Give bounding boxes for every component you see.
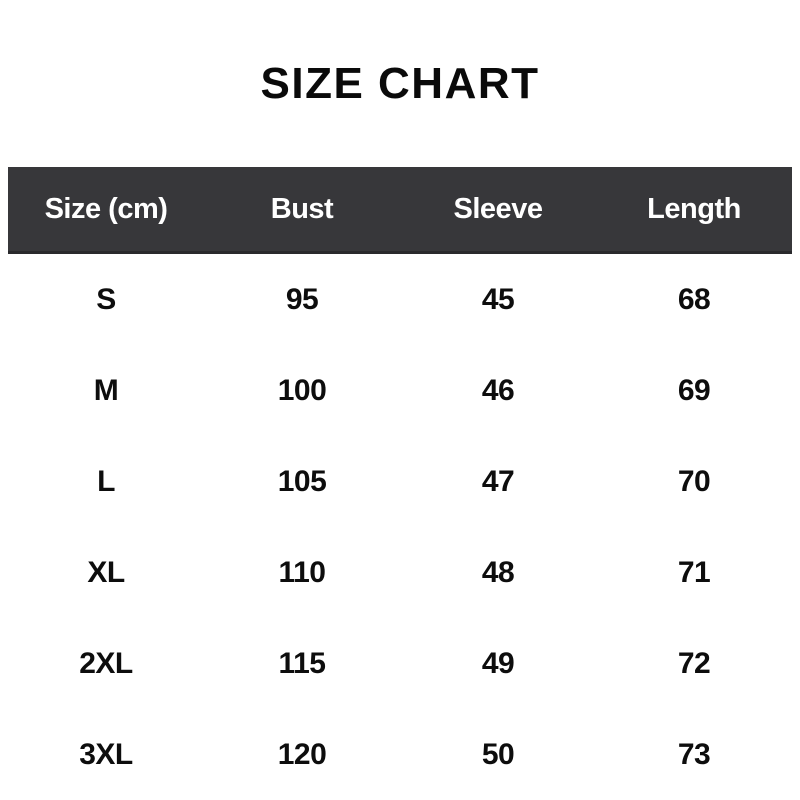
table-row: 3XL 120 50 73 xyxy=(8,709,792,800)
cell-sleeve: 50 xyxy=(481,737,515,771)
cell-sleeve: 45 xyxy=(481,282,515,316)
cell-bust: 120 xyxy=(277,737,327,771)
cell-size: XL xyxy=(87,555,125,589)
cell-sleeve: 48 xyxy=(481,555,515,589)
cell-length: 70 xyxy=(677,464,711,498)
cell-length: 71 xyxy=(677,555,711,589)
cell-size: M xyxy=(93,373,119,407)
cell-length: 73 xyxy=(677,737,711,771)
cell-bust: 95 xyxy=(285,282,319,316)
cell-length: 68 xyxy=(677,282,711,316)
table-row: XL 110 48 71 xyxy=(8,527,792,618)
cell-bust: 115 xyxy=(278,646,326,680)
table-row: S 95 45 68 xyxy=(8,254,792,345)
table-row: M 100 46 69 xyxy=(8,345,792,436)
page-title: SIZE CHART xyxy=(260,58,540,108)
cell-size: 3XL xyxy=(79,737,133,771)
header-cell-bust: Bust xyxy=(270,192,334,225)
cell-sleeve: 46 xyxy=(481,373,515,407)
cell-bust: 105 xyxy=(277,464,327,498)
table-row: L 105 47 70 xyxy=(8,436,792,527)
cell-size: 2XL xyxy=(79,646,133,680)
table-body: S 95 45 68 M 100 46 69 L 105 47 70 XL 11… xyxy=(8,254,792,800)
cell-bust: 100 xyxy=(277,373,327,407)
cell-length: 69 xyxy=(677,373,711,407)
size-chart-table: Size (cm) Bust Sleeve Length S 95 45 68 … xyxy=(8,167,792,800)
cell-bust: 110 xyxy=(278,555,326,589)
table-row: 2XL 115 49 72 xyxy=(8,618,792,709)
cell-sleeve: 47 xyxy=(481,464,515,498)
cell-length: 72 xyxy=(677,646,711,680)
header-cell-length: Length xyxy=(647,192,741,225)
header-cell-size: Size (cm) xyxy=(44,192,168,225)
cell-size: S xyxy=(96,282,116,316)
cell-sleeve: 49 xyxy=(481,646,515,680)
cell-size: L xyxy=(97,464,115,498)
header-cell-sleeve: Sleeve xyxy=(453,192,543,225)
table-header-row: Size (cm) Bust Sleeve Length xyxy=(8,167,792,254)
